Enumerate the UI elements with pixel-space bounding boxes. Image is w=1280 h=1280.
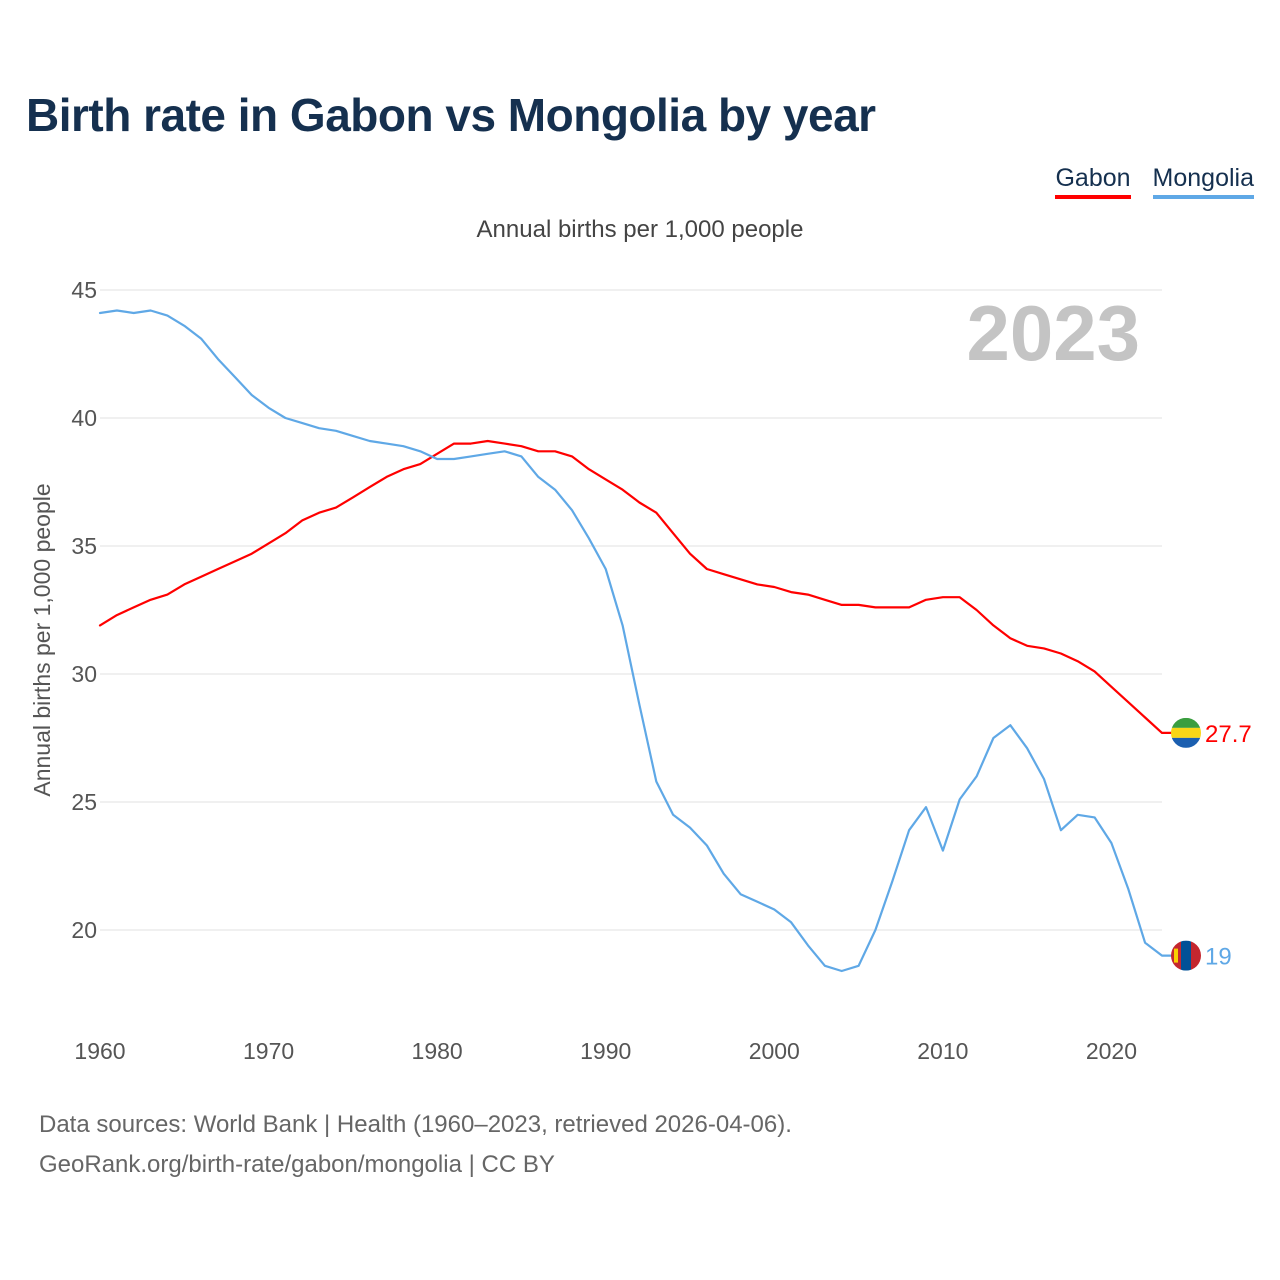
x-tick-label: 2000 [749,1038,800,1064]
end-label-gabon: 27.7 [1205,721,1252,748]
footer-url: GeoRank.org/birth-rate/gabon/mongolia | … [39,1151,555,1178]
legend-item-mongolia[interactable]: Mongolia [1152,164,1254,199]
flag-stripe [1171,737,1201,748]
y-tick-label: 40 [71,405,97,431]
gabon-flag-icon [1171,717,1201,748]
x-tick-label: 1980 [412,1038,463,1064]
y-axis-ticks: 20 25 30 35 40 45 [71,277,97,943]
x-axis-ticks: 1960 1970 1980 1990 2000 2010 2020 [74,1038,1137,1064]
mongolia-flag-icon [1171,940,1201,971]
flag-stripe [1171,727,1201,738]
end-label-mongolia: 19 [1205,944,1232,971]
flag-stripe [1181,940,1191,971]
legend-item-gabon[interactable]: Gabon [1055,164,1131,199]
y-tick-label: 45 [71,277,97,303]
x-tick-label: 1990 [580,1038,631,1064]
y-tick-label: 35 [71,533,97,559]
y-axis-label: Annual births per 1,000 people [29,483,55,796]
legend: Gabon Mongolia [1055,164,1254,199]
chart-subtitle: Annual births per 1,000 people [476,216,804,243]
grid-lines [100,289,1162,931]
y-tick-label: 25 [71,789,97,815]
flag-soyombo [1174,948,1178,963]
x-tick-label: 1970 [243,1038,294,1064]
year-watermark: 2023 [966,289,1140,377]
line-chart: 2023 20 25 30 35 40 45 1960 1970 1980 1990 2000 20… [29,277,1252,1064]
series-line-gabon [98,439,1188,735]
series-lines [98,309,1188,973]
chart-title: Birth rate in Gabon vs Mongolia by year [26,89,876,141]
flag-stripe [1171,717,1201,728]
series-line-mongolia [98,309,1188,973]
footer-source: Data sources: World Bank | Health (1960–… [39,1111,792,1138]
x-tick-label: 2010 [917,1038,968,1064]
end-markers: 27.7 19 [1171,717,1252,971]
y-tick-label: 30 [71,661,97,687]
x-tick-label: 1960 [74,1038,125,1064]
y-tick-label: 20 [71,917,97,943]
flag-stripe [1191,940,1201,971]
x-tick-label: 2020 [1086,1038,1137,1064]
footer: Data sources: World Bank | Health (1960–… [39,1105,792,1185]
